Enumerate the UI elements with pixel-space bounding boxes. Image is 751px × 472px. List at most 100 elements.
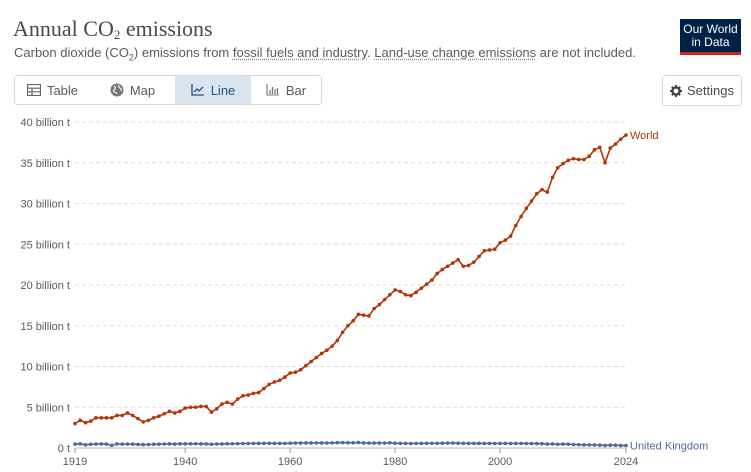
data-point <box>162 442 167 446</box>
gear-icon <box>670 84 682 97</box>
data-point <box>576 157 581 162</box>
x-tick-label: 1960 <box>278 456 302 468</box>
data-point <box>73 442 77 446</box>
data-point <box>430 278 434 282</box>
land-use-link[interactable]: Land-use change emissions <box>374 45 537 60</box>
data-point <box>409 293 413 298</box>
data-point <box>283 375 287 379</box>
series-label: United Kingdom <box>630 441 708 453</box>
data-point <box>435 271 439 276</box>
data-point <box>298 441 303 445</box>
data-point <box>330 344 334 348</box>
subtitle-part-3: . <box>367 45 375 60</box>
data-point <box>487 248 492 252</box>
x-tick-label: 2024 <box>614 456 638 468</box>
data-point <box>246 441 250 446</box>
data-point <box>225 441 229 446</box>
data-point <box>109 443 114 448</box>
data-point <box>367 314 371 318</box>
data-point <box>267 441 271 446</box>
data-point <box>477 441 481 446</box>
data-point <box>451 441 455 445</box>
data-point <box>403 441 408 446</box>
data-point <box>487 441 492 446</box>
data-point <box>241 394 245 398</box>
data-point <box>309 441 313 445</box>
data-point <box>83 420 88 425</box>
settings-button[interactable]: Settings <box>662 75 742 106</box>
line-chart-icon <box>191 84 204 96</box>
data-point <box>377 302 382 307</box>
data-point <box>540 187 544 192</box>
data-point <box>356 440 361 445</box>
owid-logo[interactable]: Our World in Data <box>680 19 741 55</box>
data-point <box>146 442 151 447</box>
data-point <box>167 442 172 446</box>
data-point <box>162 411 167 416</box>
data-point <box>235 397 240 401</box>
data-point <box>456 257 460 262</box>
title-end: emissions <box>120 16 213 41</box>
x-tick-label: 1980 <box>383 456 407 468</box>
data-point <box>340 440 345 445</box>
data-point <box>172 442 177 446</box>
data-point <box>361 313 366 317</box>
data-point <box>472 260 476 264</box>
data-point <box>204 442 208 446</box>
data-point <box>409 441 413 446</box>
data-point <box>325 348 329 353</box>
data-point <box>109 416 114 420</box>
data-point <box>414 290 418 295</box>
data-point <box>618 443 623 448</box>
data-point <box>115 442 119 446</box>
data-point <box>283 441 287 446</box>
fossil-fuels-link[interactable]: fossil fuels and industry <box>232 45 368 60</box>
data-point <box>597 145 602 150</box>
data-point <box>508 441 513 446</box>
data-point <box>241 441 245 446</box>
data-point <box>466 263 471 268</box>
tab-map[interactable]: Map <box>90 76 175 104</box>
data-point <box>403 292 408 297</box>
tab-bar[interactable]: Bar <box>251 76 321 104</box>
data-point <box>235 441 240 446</box>
data-point <box>414 441 418 446</box>
data-point <box>319 441 324 445</box>
title-main: Annual CO <box>13 16 114 41</box>
data-point <box>304 363 308 368</box>
subtitle-subscript: 2 <box>128 52 134 63</box>
page-title: Annual CO2 emissions <box>13 16 213 43</box>
data-point <box>325 441 329 445</box>
subtitle-part-4: are not included. <box>536 45 636 60</box>
tab-table-label: Table <box>46 82 79 98</box>
data-point <box>482 248 487 253</box>
data-point <box>534 441 539 446</box>
tab-line[interactable]: Line <box>175 76 251 104</box>
data-point <box>78 442 83 446</box>
data-point <box>482 441 487 446</box>
data-point <box>461 264 466 269</box>
data-point <box>618 137 623 141</box>
data-point <box>361 441 366 445</box>
data-point <box>419 286 424 291</box>
data-point <box>346 323 350 328</box>
tab-table[interactable]: Table <box>15 76 90 104</box>
data-point <box>293 370 298 375</box>
data-point <box>624 443 628 448</box>
data-point <box>424 282 429 286</box>
x-tick-label: 1940 <box>173 456 197 468</box>
data-point <box>157 442 161 446</box>
data-point <box>351 440 355 445</box>
data-point <box>172 411 177 415</box>
series-line-world <box>74 134 627 425</box>
data-point <box>78 418 83 423</box>
title-subscript: 2 <box>113 27 121 42</box>
y-tick-label: 40 billion t <box>20 117 70 129</box>
y-tick-label: 0 t <box>58 443 70 455</box>
globe-icon <box>110 83 124 97</box>
data-point <box>571 156 576 161</box>
data-point <box>498 240 502 245</box>
data-point <box>193 405 198 410</box>
series-line-united-kingdom <box>74 441 627 447</box>
data-point <box>608 146 613 150</box>
